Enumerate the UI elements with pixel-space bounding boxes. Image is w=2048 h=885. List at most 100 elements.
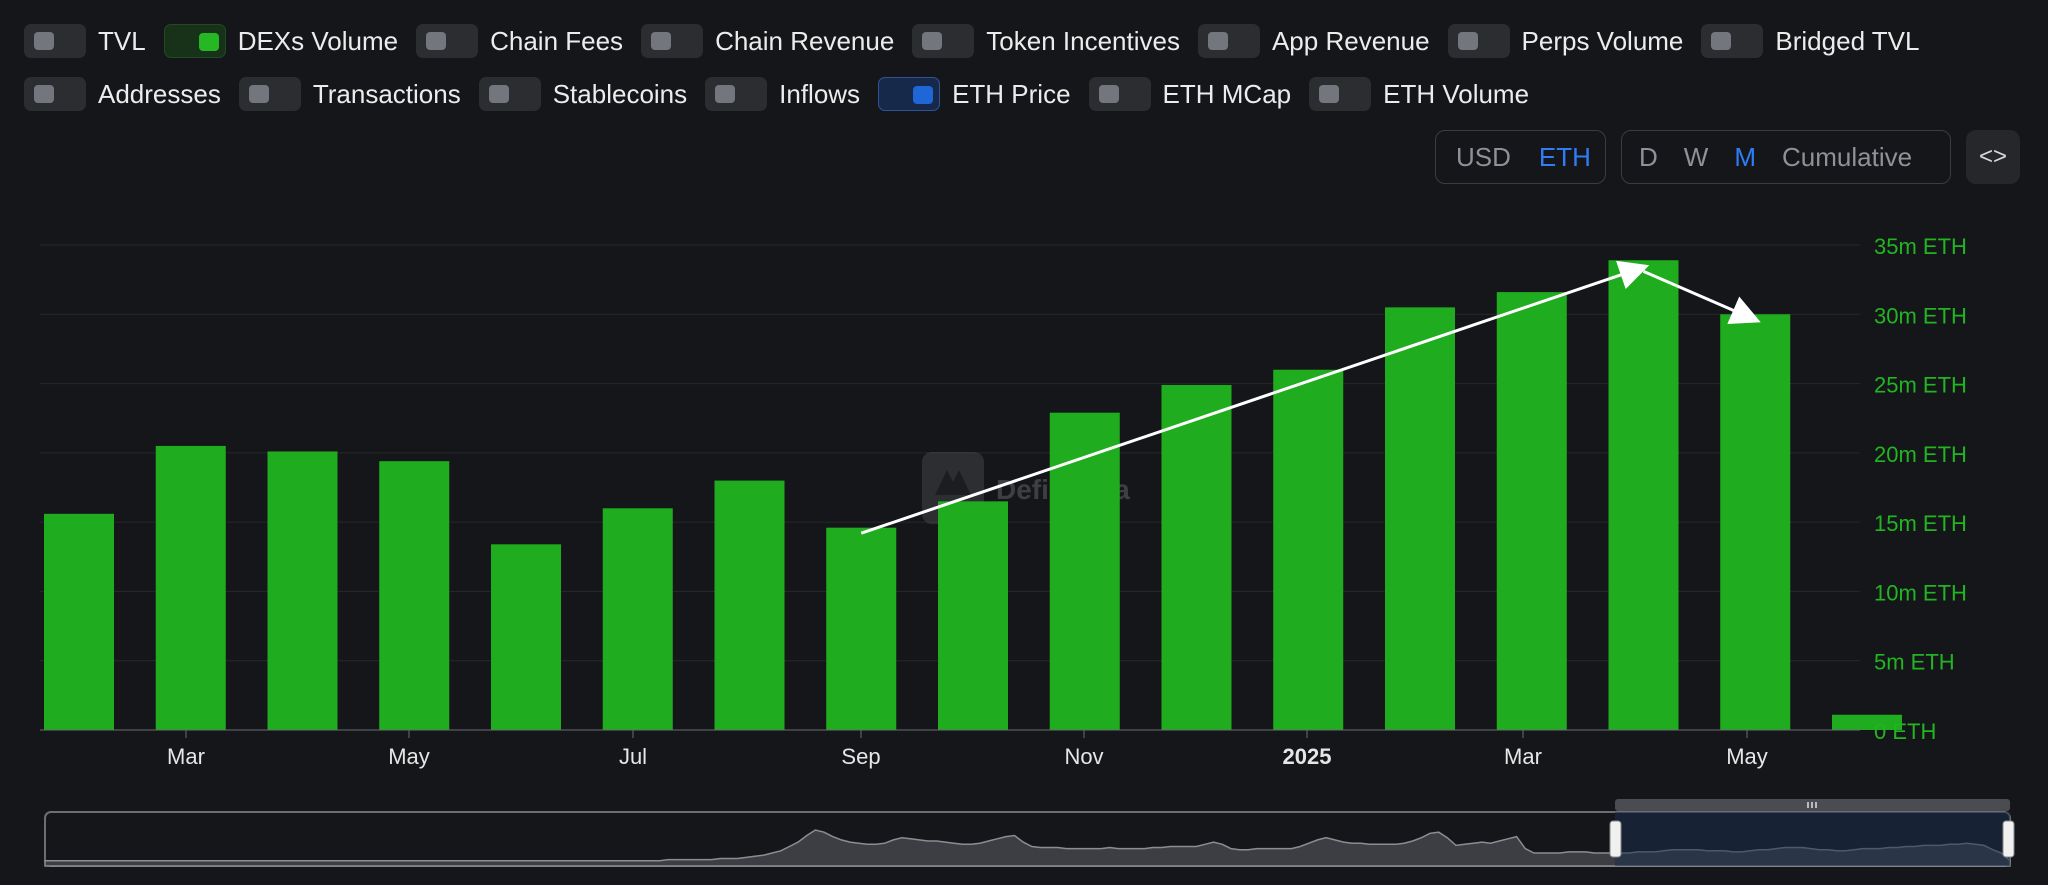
toggle-token-incentives[interactable]: Token Incentives	[912, 24, 1180, 58]
y-axis: 0 ETH 5m ETH 10m ETH 15m ETH 20m ETH 25m ETH 3…	[1874, 234, 1967, 744]
toggle-knob	[34, 32, 54, 50]
toggle-switch[interactable]	[1088, 77, 1151, 111]
llama-head-icon	[935, 470, 971, 495]
period-month-option[interactable]: M	[1734, 141, 1756, 172]
currency-selector: USD ETH	[1435, 130, 1606, 184]
toggle-label: Token Incentives	[986, 25, 1180, 56]
toggle-switch[interactable]	[641, 24, 704, 58]
toggle-knob	[198, 33, 219, 51]
toggle-label: Bridged TVL	[1775, 25, 1920, 56]
toggle-switch[interactable]	[912, 24, 975, 58]
toggle-switch[interactable]	[1447, 24, 1510, 58]
bar[interactable]	[267, 451, 338, 730]
toggle-label: Transactions	[312, 78, 461, 109]
toggle-switch[interactable]	[24, 77, 86, 111]
bar[interactable]	[44, 513, 114, 730]
toggle-knob	[1098, 85, 1119, 103]
toggle-label: Addresses	[98, 78, 221, 109]
trend-arrow	[1642, 269, 1761, 325]
toggle-label: Perps Volume	[1521, 25, 1684, 56]
toggle-label: Chain Fees	[490, 25, 624, 56]
period-day-option[interactable]: D	[1639, 141, 1658, 172]
metric-toggles-row1: TVL DEXs Volume Chain Fees Chain Revenue Tok…	[24, 24, 1919, 58]
bar[interactable]	[1720, 314, 1791, 730]
bar[interactable]	[155, 445, 226, 730]
bar[interactable]	[826, 527, 897, 730]
y-tick-label: 30m ETH	[1874, 303, 1967, 328]
toggle-switch[interactable]	[163, 24, 226, 58]
toggle-switch[interactable]	[416, 24, 479, 58]
toggle-eth-price[interactable]: ETH Price	[878, 77, 1071, 111]
toggle-switch[interactable]	[1701, 24, 1764, 58]
toggle-stablecoins[interactable]: Stablecoins	[478, 77, 687, 111]
navigator-handle[interactable]	[1609, 820, 1622, 858]
toggle-switch[interactable]	[1309, 77, 1372, 111]
bars	[44, 260, 1902, 730]
y-tick-label: 15m ETH	[1874, 511, 1967, 536]
period-week-option[interactable]: W	[1683, 141, 1709, 172]
toggle-label: ETH MCap	[1162, 78, 1292, 109]
y-tick-label: 35m ETH	[1874, 234, 1967, 259]
toggle-label: ETH Volume	[1383, 78, 1530, 109]
period-cumulative-option[interactable]: Cumulative	[1782, 141, 1913, 172]
bar[interactable]	[1161, 384, 1232, 730]
toggle-switch[interactable]	[238, 77, 301, 111]
bar[interactable]	[491, 544, 561, 730]
bar[interactable]	[379, 461, 450, 730]
x-tick-label: 2025	[1283, 744, 1332, 769]
x-tick-label: Mar	[167, 744, 205, 769]
toggle-bridged-tvl[interactable]: Bridged TVL	[1701, 24, 1919, 58]
bar[interactable]	[1385, 307, 1455, 730]
toggle-switch[interactable]	[1197, 24, 1260, 58]
toggle-eth-volume[interactable]: ETH Volume	[1309, 77, 1529, 111]
trend-arrow	[860, 260, 1650, 535]
toggle-addresses[interactable]: Addresses	[24, 77, 221, 111]
toggle-knob	[651, 32, 672, 50]
bar[interactable]	[1608, 260, 1679, 730]
y-tick-label: 5m ETH	[1874, 650, 1955, 675]
toggle-label: Chain Revenue	[715, 25, 895, 56]
toggle-switch[interactable]	[478, 77, 541, 111]
toggle-tvl[interactable]: TVL	[24, 24, 146, 58]
toggle-label: TVL	[98, 25, 146, 56]
y-tick-label: 10m ETH	[1874, 580, 1967, 605]
toggle-label: ETH Price	[952, 78, 1071, 109]
toggle-app-revenue[interactable]: App Revenue	[1197, 24, 1430, 58]
navigator-handle[interactable]	[2002, 820, 2015, 858]
bar[interactable]	[714, 480, 785, 730]
toggle-knob	[715, 85, 736, 103]
toggle-switch[interactable]	[24, 24, 86, 58]
toggle-perps-volume[interactable]: Perps Volume	[1447, 24, 1684, 58]
bar[interactable]	[1832, 714, 1902, 730]
period-selector: D W M Cumulative	[1621, 130, 1951, 184]
toggle-label: App Revenue	[1271, 25, 1430, 56]
range-navigator[interactable]	[44, 799, 2015, 867]
currency-eth-option[interactable]: ETH	[1538, 141, 1591, 172]
embed-code-button[interactable]: <>	[1966, 130, 2020, 184]
bar[interactable]	[1273, 369, 1344, 730]
toggle-inflows[interactable]: Inflows	[705, 77, 860, 111]
bar[interactable]	[1049, 412, 1120, 730]
toggle-knob	[248, 85, 269, 103]
toggle-switch[interactable]	[878, 77, 941, 111]
y-tick-label: 25m ETH	[1874, 373, 1967, 398]
metric-toggles-row2: Addresses Transactions Stablecoins Inflows E…	[24, 77, 1529, 111]
toggle-knob	[1711, 32, 1732, 50]
toggle-switch[interactable]	[705, 77, 768, 111]
toggle-dexs-volume[interactable]: DEXs Volume	[163, 24, 399, 58]
bar[interactable]	[1496, 292, 1567, 730]
toggle-transactions[interactable]: Transactions	[238, 77, 461, 111]
toggle-chain-fees[interactable]: Chain Fees	[416, 24, 623, 58]
toggle-knob	[913, 86, 934, 104]
navigator-selection[interactable]	[1615, 812, 2010, 866]
toggle-eth-mcap[interactable]: ETH MCap	[1088, 77, 1292, 111]
currency-usd-option[interactable]: USD	[1456, 141, 1511, 172]
bar[interactable]	[602, 508, 673, 730]
toggle-chain-revenue[interactable]: Chain Revenue	[641, 24, 894, 58]
x-tick-label: Mar	[1504, 744, 1542, 769]
bar[interactable]	[938, 501, 1008, 730]
toggle-label: DEXs Volume	[237, 25, 399, 56]
x-tick-label: May	[388, 744, 430, 769]
x-tick-label: Nov	[1064, 744, 1103, 769]
